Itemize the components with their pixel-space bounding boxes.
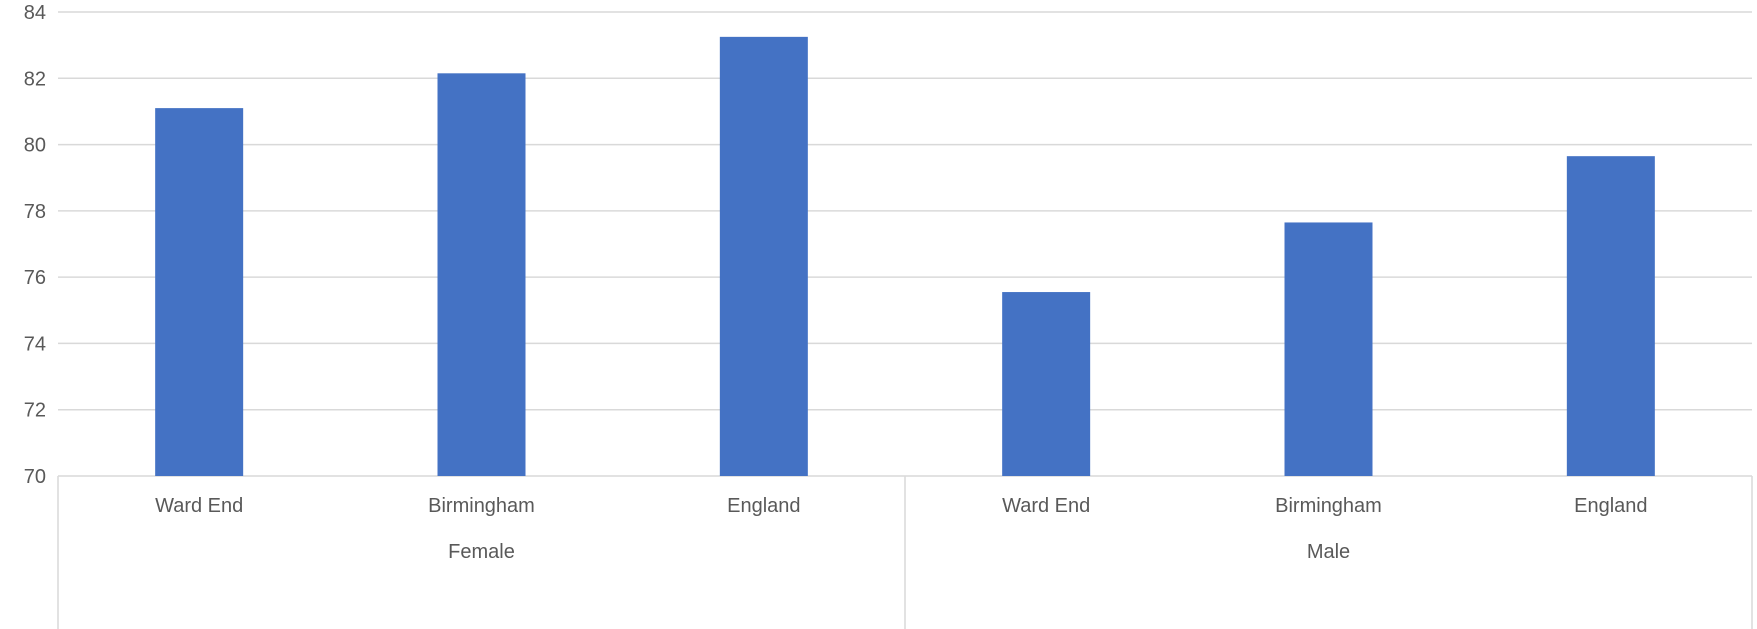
gridlines xyxy=(58,12,1752,476)
bar xyxy=(720,37,808,476)
bar xyxy=(155,108,243,476)
y-tick-label: 70 xyxy=(24,466,46,488)
x-category-label: England xyxy=(727,495,800,517)
x-group-label: Male xyxy=(1307,541,1350,563)
x-category-label: Ward End xyxy=(155,495,243,517)
y-tick-label: 84 xyxy=(24,2,46,24)
y-tick-label: 78 xyxy=(24,201,46,223)
x-category-label: Birmingham xyxy=(1275,495,1382,517)
x-category-label: Ward End xyxy=(1002,495,1090,517)
y-tick-label: 72 xyxy=(24,400,46,422)
bar xyxy=(438,73,526,476)
y-tick-label: 76 xyxy=(24,267,46,289)
y-axis-tick-labels: 70 72 74 76 78 80 82 84 xyxy=(24,2,46,488)
y-tick-label: 74 xyxy=(24,333,46,355)
x-axis: Ward End Birmingham England Female Ward End B… xyxy=(58,476,1752,629)
y-tick-label: 80 xyxy=(24,135,46,157)
bar xyxy=(1567,156,1655,476)
x-group-label: Female xyxy=(448,541,515,563)
y-tick-label: 82 xyxy=(24,68,46,90)
x-category-label: Birmingham xyxy=(428,495,535,517)
x-category-label: England xyxy=(1574,495,1647,517)
bar xyxy=(1002,292,1090,476)
bar xyxy=(1285,222,1373,476)
